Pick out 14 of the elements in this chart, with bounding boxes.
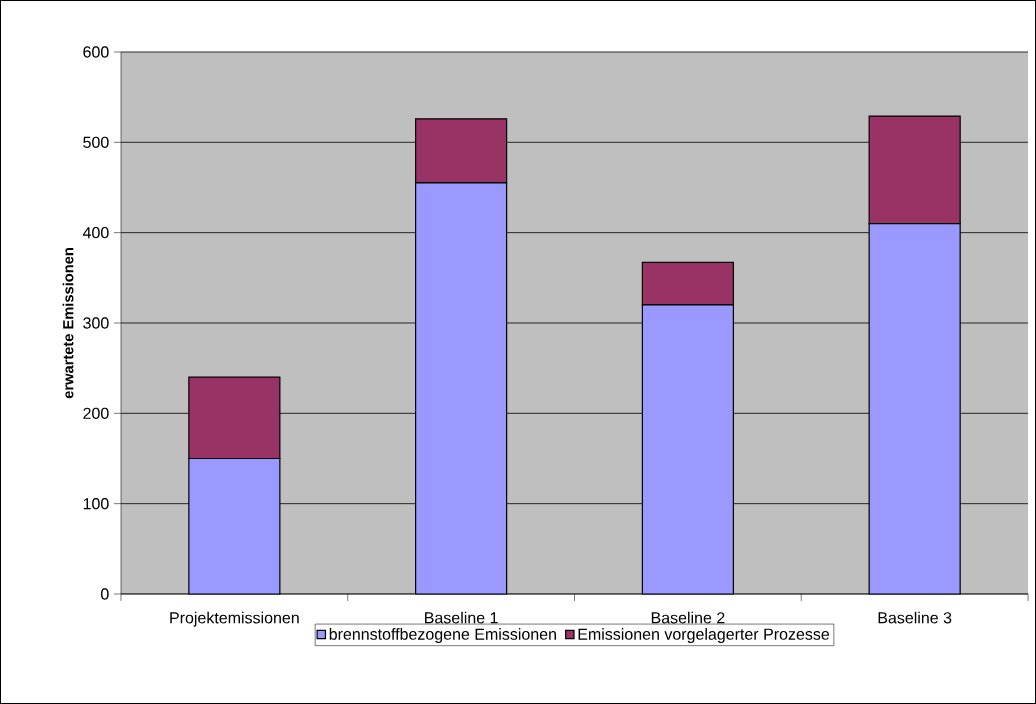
y-tick-label: 300 [83,317,109,329]
y-tick-label: 200 [83,407,109,419]
y-axis-title: erwartete Emissionen [62,248,74,399]
y-tick-label: 100 [83,498,109,510]
x-tick-label: Baseline 3 [878,611,952,624]
y-tick-label: 600 [83,46,109,58]
x-tick-label: Baseline 2 [651,611,725,624]
legend-label: Emissionen vorgelagerter Prozesse [578,628,830,644]
x-tick-label: Baseline 1 [425,611,498,624]
legend-label: brennstoffbezogene Emissionen [329,628,556,644]
y-tick-label: 0 [101,588,109,600]
x-tick-label: Projektemissionen [170,611,299,627]
y-tick-label: 400 [82,227,109,239]
y-tick-label: 500 [83,136,109,148]
